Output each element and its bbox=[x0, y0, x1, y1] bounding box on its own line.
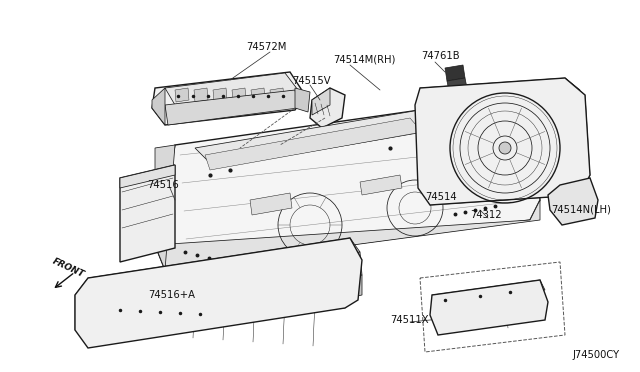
Polygon shape bbox=[251, 88, 265, 102]
Polygon shape bbox=[120, 165, 175, 188]
Polygon shape bbox=[347, 275, 362, 298]
Text: 74312: 74312 bbox=[470, 210, 502, 220]
Polygon shape bbox=[310, 88, 345, 128]
Text: 74514: 74514 bbox=[425, 192, 456, 202]
Polygon shape bbox=[230, 281, 282, 308]
Text: 74761B: 74761B bbox=[421, 51, 460, 61]
Polygon shape bbox=[155, 100, 540, 270]
Polygon shape bbox=[345, 252, 362, 278]
Polygon shape bbox=[430, 175, 590, 205]
Polygon shape bbox=[270, 88, 284, 102]
Polygon shape bbox=[155, 200, 540, 270]
Polygon shape bbox=[155, 145, 175, 270]
Text: 74572M: 74572M bbox=[246, 42, 286, 52]
Polygon shape bbox=[560, 178, 590, 198]
Polygon shape bbox=[75, 238, 362, 348]
Polygon shape bbox=[165, 73, 298, 105]
Polygon shape bbox=[195, 110, 435, 168]
Polygon shape bbox=[548, 178, 598, 225]
Polygon shape bbox=[230, 265, 282, 292]
Polygon shape bbox=[415, 78, 590, 205]
Polygon shape bbox=[90, 295, 358, 330]
Text: 74515V: 74515V bbox=[292, 76, 331, 86]
Polygon shape bbox=[432, 280, 545, 305]
Polygon shape bbox=[152, 72, 305, 125]
Polygon shape bbox=[213, 88, 227, 102]
Polygon shape bbox=[445, 65, 465, 81]
Text: FRONT: FRONT bbox=[51, 257, 85, 279]
Polygon shape bbox=[165, 90, 298, 125]
Polygon shape bbox=[175, 88, 189, 102]
Polygon shape bbox=[205, 118, 422, 170]
Polygon shape bbox=[360, 175, 402, 195]
Polygon shape bbox=[295, 88, 310, 112]
Text: 74514N(LH): 74514N(LH) bbox=[551, 205, 611, 215]
Polygon shape bbox=[152, 88, 165, 125]
Polygon shape bbox=[232, 88, 246, 102]
Circle shape bbox=[499, 142, 511, 154]
Polygon shape bbox=[560, 78, 590, 178]
Polygon shape bbox=[120, 165, 175, 262]
Polygon shape bbox=[75, 278, 98, 330]
Text: 74516+A: 74516+A bbox=[148, 290, 195, 300]
Text: J74500CY: J74500CY bbox=[572, 350, 619, 360]
Text: 74511X: 74511X bbox=[390, 315, 429, 325]
Polygon shape bbox=[312, 88, 330, 115]
Polygon shape bbox=[420, 78, 580, 100]
Polygon shape bbox=[447, 78, 467, 91]
Polygon shape bbox=[430, 280, 548, 335]
Text: 74516: 74516 bbox=[147, 180, 179, 190]
Polygon shape bbox=[250, 193, 292, 215]
Polygon shape bbox=[194, 88, 208, 102]
Polygon shape bbox=[88, 238, 360, 292]
Text: 74514M(RH): 74514M(RH) bbox=[333, 55, 396, 65]
